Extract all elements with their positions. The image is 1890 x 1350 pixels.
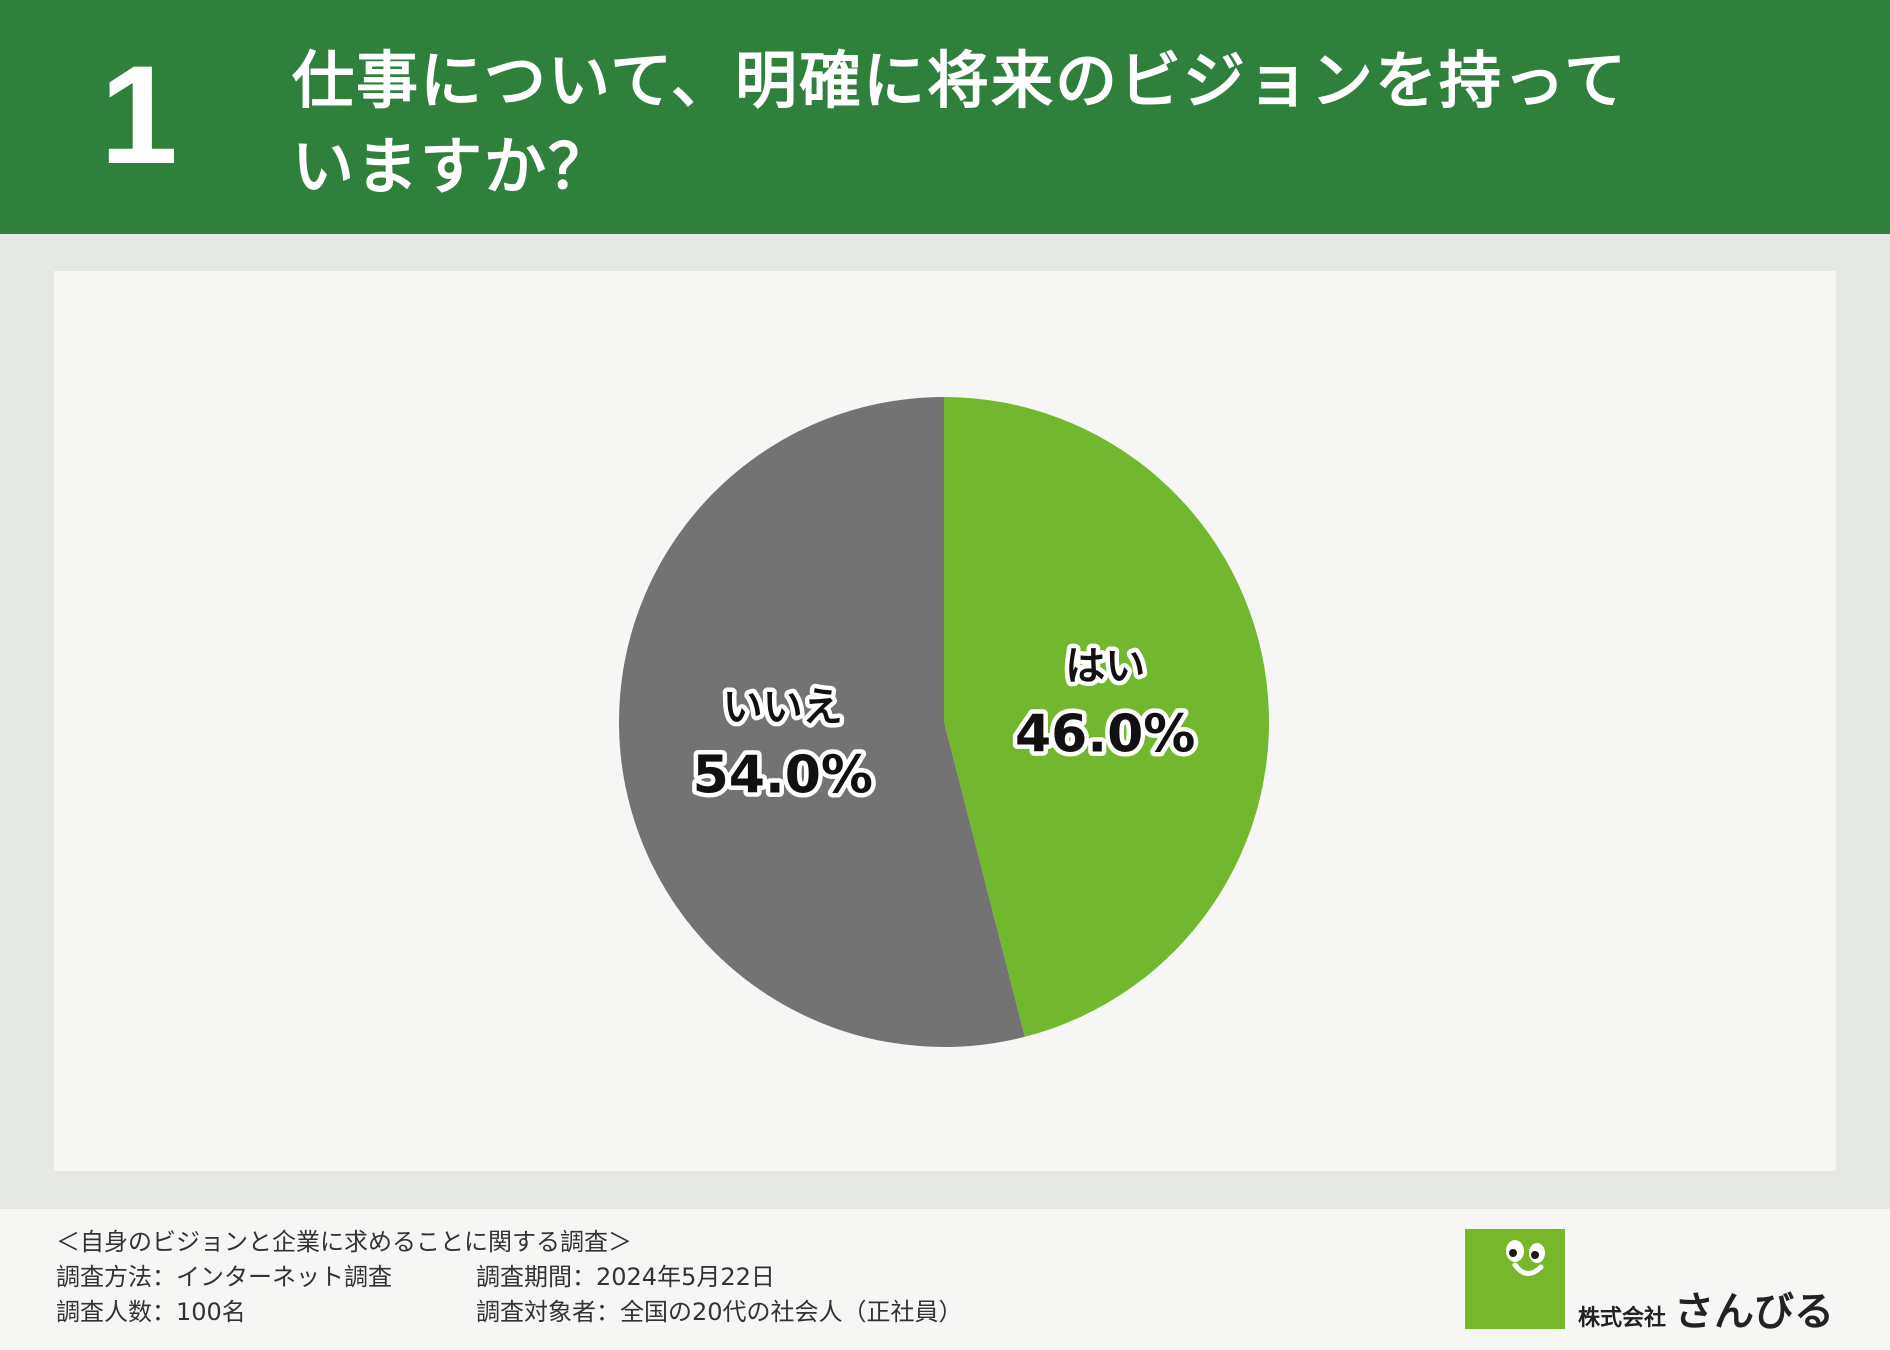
company-logo-text: 株式会社 さんびる bbox=[1578, 1279, 1834, 1337]
survey-method: 調査方法：インターネット調査 bbox=[56, 1263, 392, 1291]
slice-value-label-1: 46.0% bbox=[1015, 705, 1195, 765]
question-number: 1 bbox=[100, 36, 178, 193]
slice-category-label-1: はい bbox=[1065, 644, 1145, 690]
logo-prefix: 株式会社 bbox=[1578, 1306, 1667, 1331]
logo-mark bbox=[1465, 1229, 1565, 1329]
pie-chart: はい 46.0% いいえ 54.0% bbox=[619, 397, 1270, 1047]
survey-title: ＜自身のビジョンと企業に求めることに関する調査＞ bbox=[56, 1228, 632, 1256]
pie-slice-2 bbox=[619, 397, 1025, 1047]
footer: ＜自身のビジョンと企業に求めることに関する調査＞ 調査方法：インターネット調査 … bbox=[0, 1209, 1890, 1350]
slice-category-label-2: いいえ bbox=[723, 684, 843, 730]
slice-value-label-2: 54.0% bbox=[693, 745, 873, 805]
logo-face-icon bbox=[1506, 1240, 1545, 1276]
pie-slice-1 bbox=[944, 397, 1270, 1037]
chart-panel: はい 46.0% いいえ 54.0% bbox=[54, 271, 1836, 1171]
question-text: 仕事について、明確に将来のビジョンを持っていますか？ bbox=[292, 44, 1628, 203]
survey-count: 調査人数：100名 bbox=[56, 1298, 246, 1326]
survey-period: 調査期間：2024年5月22日 bbox=[476, 1263, 775, 1291]
header-banner: 1 仕事について、明確に将来のビジョンを持っていますか？ bbox=[0, 0, 1890, 234]
survey-target: 調査対象者：全国の20代の社会人（正社員） bbox=[476, 1298, 963, 1326]
logo-name: さんびる bbox=[1674, 1289, 1835, 1335]
